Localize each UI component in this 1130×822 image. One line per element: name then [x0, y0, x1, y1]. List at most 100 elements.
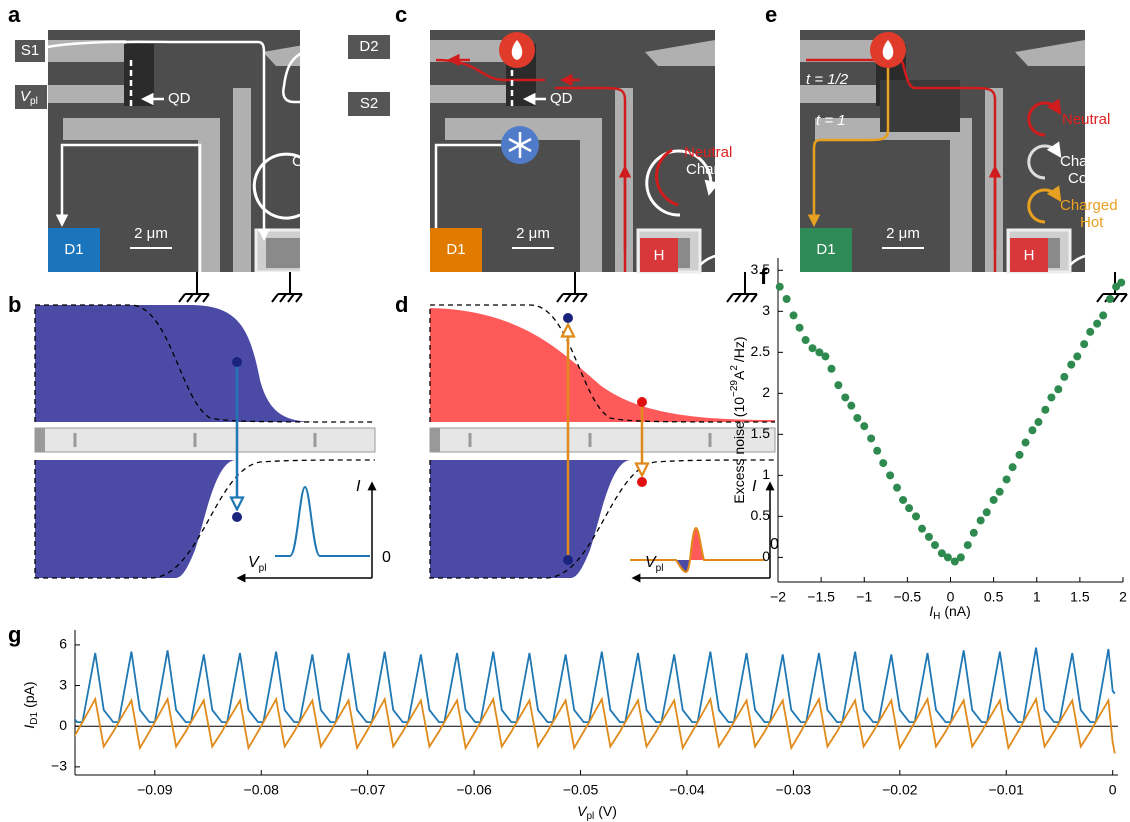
subscript: pl: [259, 563, 267, 574]
y-tick-label: 1: [762, 466, 770, 482]
data-point: [956, 553, 965, 562]
axis-title: Excess noise (10−29A2/Hz): [729, 336, 747, 503]
data-point: [867, 434, 876, 443]
y-tick-label: −3: [51, 758, 67, 774]
plot-area: [75, 647, 1116, 754]
label: Charged: [292, 153, 350, 170]
label: Charged: [1060, 153, 1118, 170]
label: Hot: [1080, 214, 1104, 231]
y-tick-label: 3: [59, 676, 67, 692]
x-tick-label: −1: [856, 589, 872, 605]
y-tick-label: 0.5: [751, 507, 771, 523]
panel-label: b: [8, 292, 21, 317]
axis-label: Vpl: [645, 554, 663, 573]
data-point: [1002, 475, 1011, 484]
subscript: H: [933, 611, 940, 622]
data-point: [1086, 327, 1095, 336]
data-point: [1093, 319, 1102, 328]
axis-title: Vpl (V): [577, 803, 617, 822]
data-point: [1073, 352, 1082, 361]
data-point: [841, 393, 850, 402]
data-point: [1015, 450, 1024, 459]
data-point: [1008, 463, 1017, 472]
data-point: [815, 348, 824, 357]
label: H: [654, 247, 665, 264]
axis-label: Vpl: [248, 554, 266, 573]
text: /Hz): [731, 336, 747, 362]
x-tick-label: −0.02: [882, 782, 918, 798]
x-tick-label: −1.5: [807, 589, 835, 605]
label: Neutral: [1062, 111, 1110, 128]
data-point: [995, 487, 1004, 496]
data-point: [982, 508, 991, 517]
x-tick-label: 0.5: [984, 589, 1004, 605]
scale-bar-label: 2 μm: [886, 225, 920, 242]
panel-label: f: [760, 264, 768, 289]
data-point: [918, 524, 927, 533]
data-point: [1034, 418, 1043, 427]
label: QD: [550, 90, 573, 107]
x-tick-label: −0.03: [776, 782, 812, 798]
data-point: [1028, 426, 1037, 435]
data-point: [1054, 385, 1063, 394]
data-point: [905, 504, 914, 513]
data-point: [950, 557, 959, 566]
scale-bar-label: 2 μm: [516, 225, 550, 242]
panel-label: e: [765, 2, 777, 27]
data-point: [969, 528, 978, 537]
data-point: [860, 422, 869, 431]
label: S1: [21, 42, 39, 59]
data-line: [75, 647, 1116, 724]
data-point: [847, 401, 856, 410]
label: D2: [359, 38, 378, 55]
x-tick-label: 0: [1109, 782, 1117, 798]
data-point: [873, 446, 882, 455]
data-point: [1060, 372, 1069, 381]
label: D1: [816, 241, 835, 258]
x-tick-label: −0.5: [894, 589, 922, 605]
data-point: [1047, 393, 1056, 402]
data-point: [899, 495, 908, 504]
data-point: [1106, 295, 1115, 304]
label: Neutral: [684, 144, 732, 161]
unit: (pA): [21, 681, 37, 707]
data-point: [912, 512, 920, 521]
data-point: [1080, 340, 1089, 349]
y-tick-label: 0: [59, 717, 67, 733]
y-tick-label: 2: [762, 384, 770, 400]
x-tick-label: −0.05: [563, 782, 599, 798]
superscript: −29: [729, 380, 740, 397]
y-tick-label: 3.5: [751, 261, 771, 277]
data-point: [1099, 311, 1108, 320]
label: H: [1024, 247, 1035, 264]
data-point: [782, 295, 791, 304]
panel-b: b I Vpl 0: [8, 292, 391, 583]
label: Cold: [1068, 170, 1099, 187]
data-point: [775, 282, 784, 291]
x-tick-label: −0.09: [137, 782, 173, 798]
label: D1: [446, 241, 465, 258]
data-point: [853, 413, 862, 422]
data-point: [1041, 405, 1050, 414]
panel-g: g ID1 (pA) Vpl (V): [8, 622, 617, 822]
y-tick-label: 0: [762, 548, 770, 564]
panel-label: a: [8, 2, 21, 27]
x-tick-label: 0: [947, 589, 955, 605]
panel-label: d: [395, 292, 408, 317]
y-tick-label: 1.5: [751, 425, 771, 441]
data-point: [789, 311, 798, 320]
data-point: [1021, 438, 1030, 447]
data-point: [1117, 278, 1126, 287]
subscript: pl: [30, 96, 38, 107]
data-point: [943, 553, 952, 562]
label: Charged: [686, 161, 744, 178]
unit: (nA): [944, 603, 970, 619]
text: Excess noise (10: [731, 397, 747, 504]
x-tick-label: −0.08: [244, 782, 280, 798]
x-tick-label: −0.06: [456, 782, 492, 798]
panel-label: c: [395, 2, 407, 27]
label: t = 1/2: [806, 71, 849, 88]
x-tick-label: −0.01: [989, 782, 1025, 798]
subscript: pl: [656, 563, 664, 574]
